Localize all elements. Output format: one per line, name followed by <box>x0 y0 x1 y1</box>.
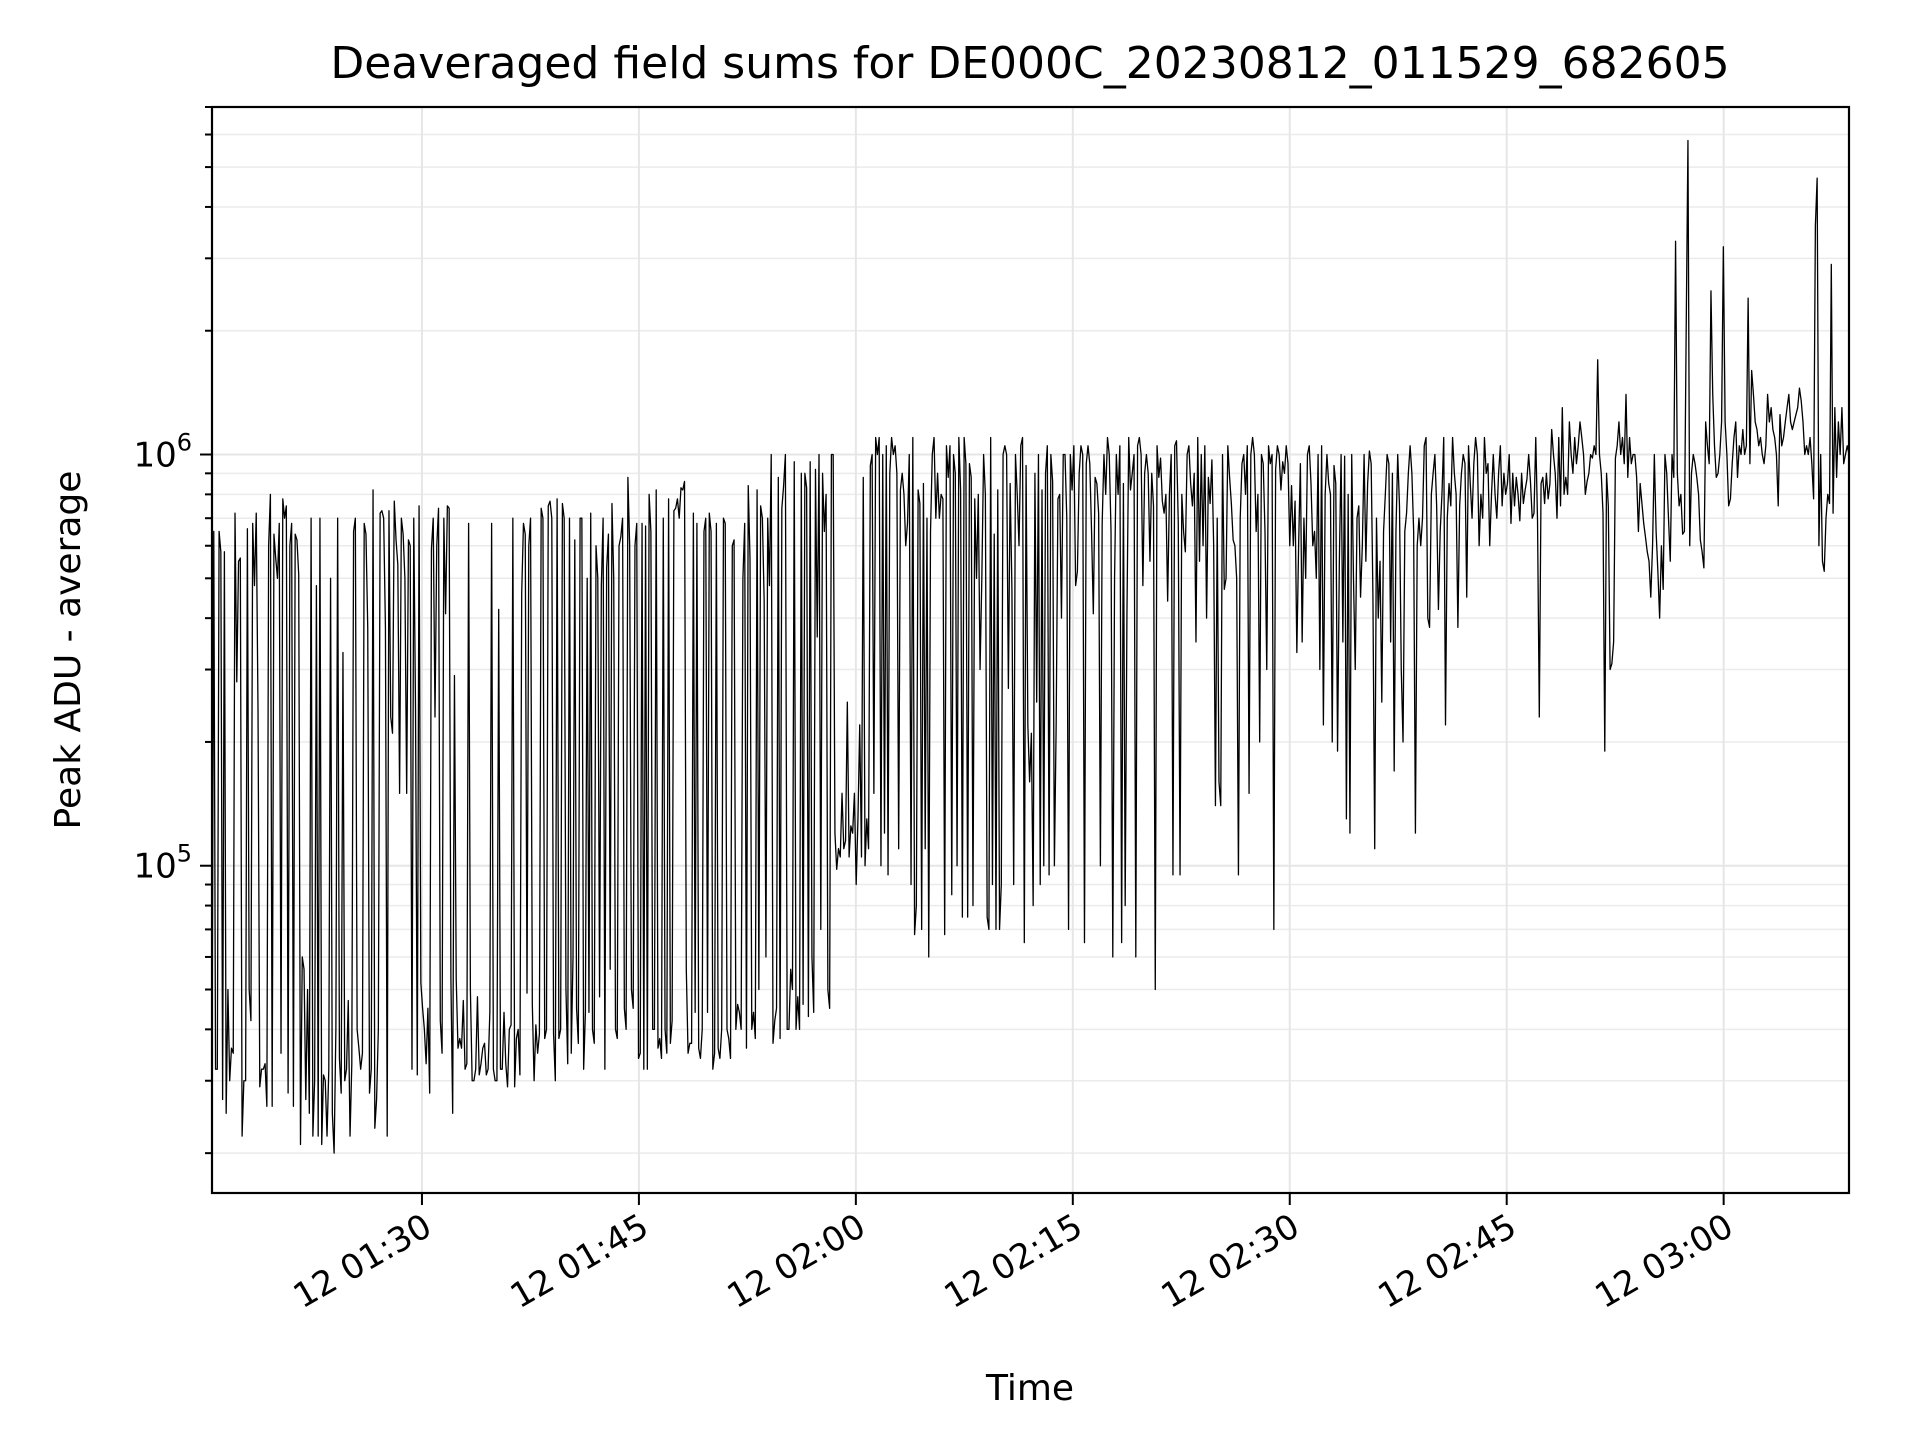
plot-frame <box>210 105 1851 1195</box>
chart-title: Deaveraged field sums for DE000C_2023081… <box>330 38 1729 89</box>
series-line <box>211 139 1850 1154</box>
y-tick-label: 105 <box>133 840 192 887</box>
y-axis: 105 106 <box>133 106 212 1155</box>
y-axis-label: Peak ADU - average <box>48 471 89 830</box>
y-tick-label: 106 <box>133 429 192 476</box>
x-axis-label: Time <box>985 1368 1074 1409</box>
